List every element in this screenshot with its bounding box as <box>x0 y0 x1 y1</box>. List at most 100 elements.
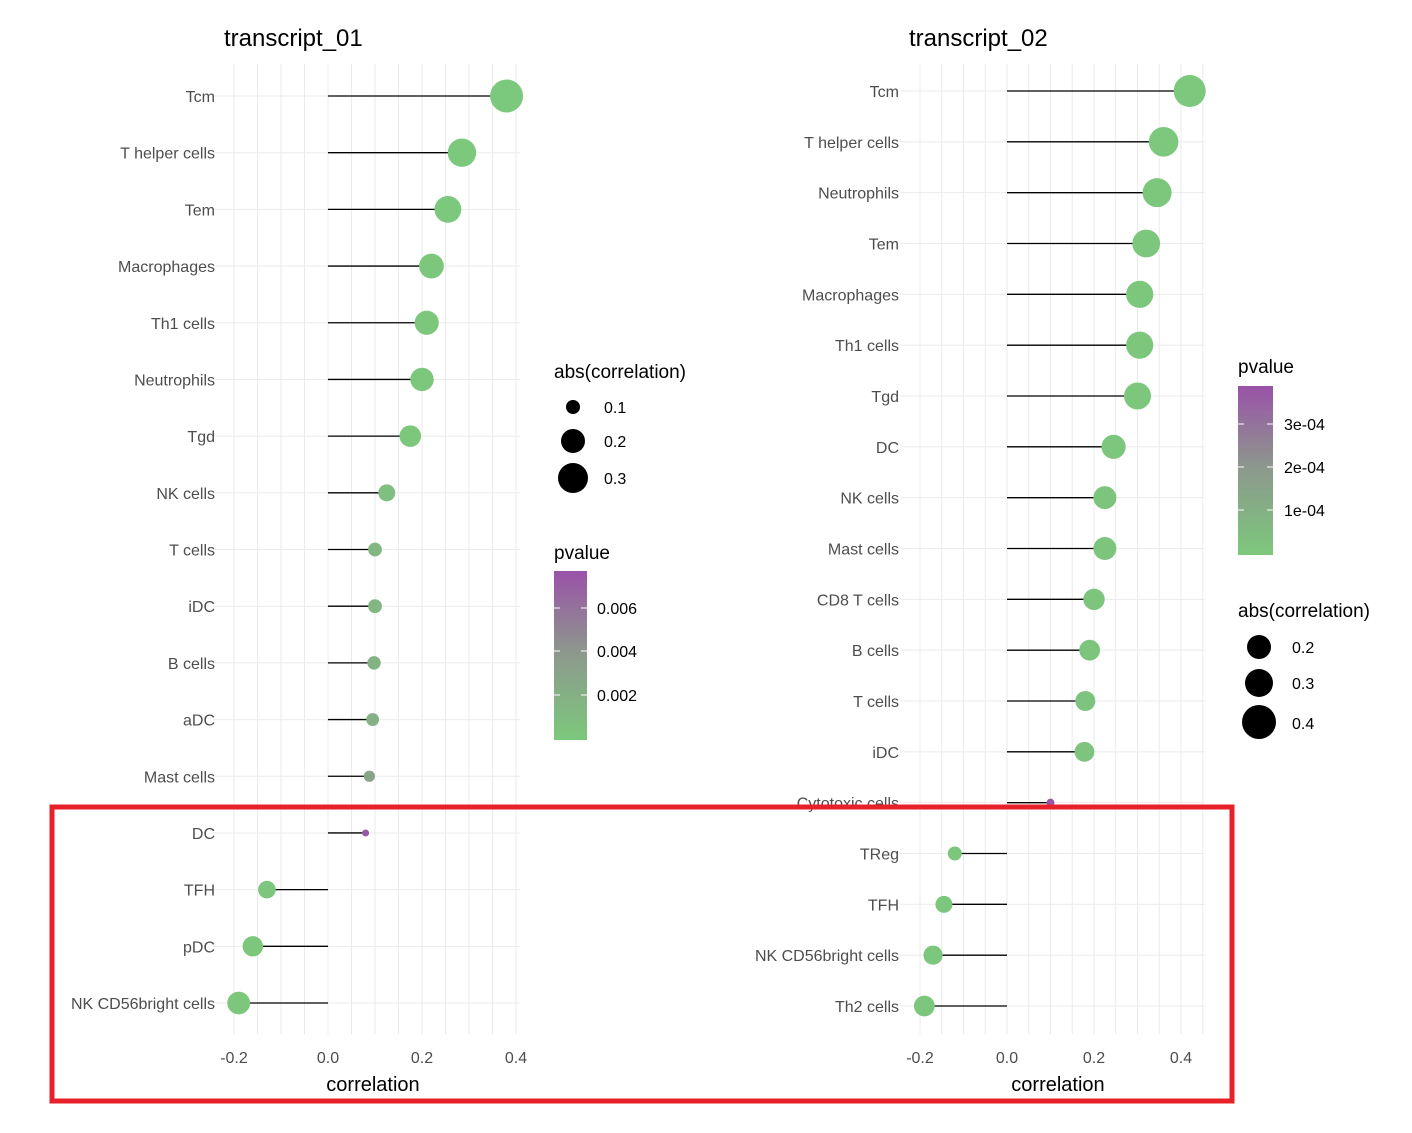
color-legend-label-2-3: 1e-04 <box>1284 503 1325 520</box>
x-tick-label: 0.2 <box>1083 1050 1105 1067</box>
lollipop-point <box>1079 639 1101 661</box>
y-tick-label: TReg <box>860 847 899 864</box>
color-legend-label-1-2: 0.004 <box>597 644 637 661</box>
lollipop-point <box>368 599 382 614</box>
y-tick-label: Mast cells <box>828 542 899 559</box>
lollipop-point <box>258 880 276 899</box>
x-tick-label: 0.4 <box>505 1050 527 1067</box>
y-tick-label: DC <box>192 826 215 843</box>
size-legend-key-2-2 <box>1245 669 1273 697</box>
y-tick-label: Cytotoxic cells <box>797 796 899 813</box>
y-tick-label: Tgd <box>871 389 899 406</box>
size-legend-key-1-2 <box>561 429 585 453</box>
y-tick-label: Th1 cells <box>151 316 215 333</box>
y-tick-label: CD8 T cells <box>817 592 899 609</box>
lollipop-point <box>227 991 251 1015</box>
y-tick-label: DC <box>876 440 899 457</box>
lollipop-point <box>419 253 444 279</box>
y-tick-label: aDC <box>183 713 215 730</box>
x-axis-label-2: correlation <box>1011 1074 1104 1096</box>
size-legend-label-2-3: 0.4 <box>1292 716 1314 733</box>
size-legend-label-1-2: 0.2 <box>604 434 626 451</box>
y-tick-label: Tgd <box>187 429 215 446</box>
lollipop-point <box>410 367 434 392</box>
lollipop-point <box>368 542 382 557</box>
x-tick-labels-2: -0.2 0.0 0.2 0.4 <box>906 1050 1192 1067</box>
lollipop-point <box>1093 537 1117 560</box>
lollipop-point <box>362 829 370 837</box>
size-legend-label-1-1: 0.1 <box>604 400 626 417</box>
y-tick-label: B cells <box>852 643 899 660</box>
color-legend-2: pvalue 3e-04 2e-04 1e-04 <box>1238 357 1325 555</box>
size-legend-1: abs(correlation) 0.1 0.2 0.3 <box>554 362 686 493</box>
color-legend-title-1: pvalue <box>554 543 610 564</box>
lollipop-point <box>490 79 524 113</box>
size-legend-key-1-3 <box>558 463 588 493</box>
lollipop-point <box>1124 382 1151 410</box>
y-tick-label: T helper cells <box>804 135 899 152</box>
lollipop-point <box>1126 331 1154 359</box>
x-tick-label: 0.0 <box>317 1050 339 1067</box>
y-tick-label: pDC <box>183 939 215 956</box>
lollipop-point <box>447 138 477 167</box>
y-tick-label: TFH <box>868 897 899 914</box>
size-legend-label-2-1: 0.2 <box>1292 640 1314 657</box>
color-legend-label-2-1: 3e-04 <box>1284 417 1325 434</box>
lollipop-point <box>1173 75 1206 107</box>
y-tick-label: Macrophages <box>118 259 215 276</box>
size-legend-key-1-1 <box>566 400 580 414</box>
x-tick-label: 0.0 <box>996 1050 1018 1067</box>
y-tick-label: Mast cells <box>144 769 215 786</box>
marks-1 <box>227 79 524 1015</box>
lollipop-point <box>1074 741 1095 762</box>
y-tick-label: Tcm <box>186 89 215 106</box>
y-tick-label: Tem <box>869 237 899 254</box>
highlight-box <box>49 804 1235 1104</box>
lollipop-point <box>363 770 375 782</box>
x-tick-label: -0.2 <box>906 1050 934 1067</box>
lollipop-point <box>1132 229 1161 258</box>
lollipop-point <box>367 656 381 670</box>
y-tick-label: NK cells <box>156 486 215 503</box>
lollipop-point <box>434 195 462 223</box>
lollipop-point <box>1142 178 1172 208</box>
lollipop-point <box>242 936 263 957</box>
y-tick-label: iDC <box>872 745 899 762</box>
lollipop-point <box>378 484 396 502</box>
size-legend-2: abs(correlation) 0.2 0.3 0.4 <box>1238 601 1370 739</box>
color-legend-bar-2 <box>1238 386 1273 555</box>
marks-2 <box>913 75 1206 1017</box>
y-tick-label: Neutrophils <box>134 372 215 389</box>
lollipop-point <box>923 945 943 965</box>
y-tick-label: T helper cells <box>120 146 215 163</box>
color-legend-bar-1 <box>554 571 587 740</box>
y-tick-label: T cells <box>169 543 215 560</box>
x-tick-label: -0.2 <box>220 1050 248 1067</box>
chart-title-2: transcript_02 <box>909 25 1048 52</box>
size-legend-title-2: abs(correlation) <box>1238 601 1370 622</box>
lollipop-point <box>1126 280 1154 308</box>
y-tick-label: Macrophages <box>802 287 899 304</box>
chart-panel-2: transcript_02 Tcm T helper cells Neutrophi… <box>755 25 1370 1096</box>
color-legend-title-2: pvalue <box>1238 357 1294 378</box>
y-tick-label: TFH <box>184 883 215 900</box>
lollipop-point <box>913 995 935 1017</box>
color-legend-label-1-1: 0.006 <box>597 601 637 618</box>
y-tick-labels-2: Tcm T helper cells Neutrophils Tem Macrophag… <box>755 84 899 1016</box>
lollipop-point <box>399 425 422 447</box>
x-tick-labels-1: -0.2 0.0 0.2 0.4 <box>220 1050 527 1067</box>
color-legend-label-2-2: 2e-04 <box>1284 460 1325 477</box>
lollipop-point <box>366 713 380 726</box>
x-tick-label: 0.4 <box>1170 1050 1192 1067</box>
y-tick-label: T cells <box>853 694 899 711</box>
chart-title-1: transcript_01 <box>224 25 363 52</box>
chart-panel-1: transcript_01 Tcm T helper cells Tem Macrop… <box>71 25 686 1096</box>
lollipop-point <box>947 846 962 861</box>
color-legend-label-1-3: 0.002 <box>597 688 637 705</box>
lollipop-point <box>1148 127 1179 157</box>
lollipop-point <box>1075 691 1096 711</box>
size-legend-title-1: abs(correlation) <box>554 362 686 383</box>
y-tick-label: NK CD56bright cells <box>755 948 899 965</box>
